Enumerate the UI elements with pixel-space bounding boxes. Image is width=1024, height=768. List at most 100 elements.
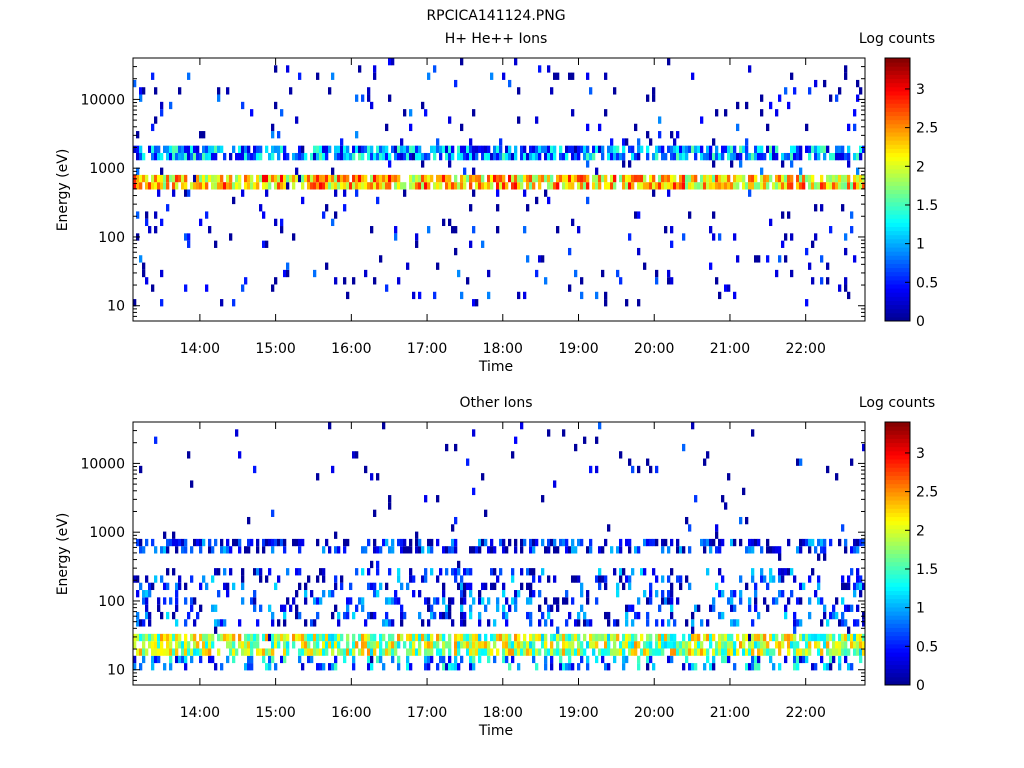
heatmap-cell	[433, 597, 437, 605]
heatmap-cell	[556, 226, 560, 234]
heatmap-cell	[196, 648, 200, 656]
heatmap-cell	[367, 655, 371, 664]
heatmap-cell	[220, 174, 224, 183]
heatmap-cell	[769, 633, 773, 642]
heatmap-cell	[700, 174, 704, 183]
heatmap-cell	[196, 641, 200, 649]
heatmap-cell	[307, 648, 311, 656]
heatmap-cell	[619, 648, 623, 656]
x-tick-label: 14:00	[180, 705, 220, 721]
heatmap-cell	[715, 174, 719, 183]
heatmap-cell	[862, 641, 866, 649]
heatmap-cell	[481, 473, 485, 481]
heatmap-cell	[319, 568, 323, 576]
heatmap-cell	[550, 633, 554, 642]
heatmap-cell	[427, 546, 431, 554]
heatmap-cell	[514, 546, 518, 554]
heatmap-cell	[193, 633, 197, 642]
heatmap-cell	[730, 182, 734, 190]
heatmap-cell	[385, 145, 389, 153]
heatmap-cell	[721, 152, 725, 161]
heatmap-cell	[373, 182, 377, 190]
heatmap-cell	[646, 633, 650, 642]
heatmap-cell	[757, 182, 761, 190]
heatmap-cell	[448, 145, 452, 153]
heatmap-cell	[154, 226, 158, 234]
heatmap-cell	[811, 145, 815, 153]
heatmap-cell	[265, 240, 269, 248]
heatmap-cell	[550, 87, 554, 95]
heatmap-cell	[568, 182, 572, 190]
heatmap-cell	[208, 174, 212, 183]
heatmap-cell	[211, 182, 215, 190]
heatmap-cell	[814, 79, 818, 88]
heatmap-cell	[586, 663, 590, 671]
x-axis: 14:00 15:00 16:00 17:00 18:00 19:00 20:00 21:00…	[180, 58, 826, 357]
heatmap-cell	[769, 174, 773, 183]
heatmap-cell	[469, 204, 473, 212]
heatmap-cell	[193, 597, 197, 605]
heatmap-cell	[199, 538, 203, 547]
heatmap-cell	[631, 174, 635, 183]
heatmap-cell	[316, 633, 320, 642]
colorbar-segment	[885, 210, 910, 215]
heatmap-cell	[187, 72, 191, 80]
heatmap-cell	[703, 182, 707, 190]
heatmap-cell	[142, 641, 146, 649]
heatmap-cell	[337, 182, 341, 190]
heatmap-cell	[559, 538, 563, 547]
heatmap-cell	[286, 65, 290, 73]
heatmap-cell	[355, 174, 359, 183]
colorbar-segment	[885, 532, 910, 538]
heatmap-cell	[139, 633, 143, 642]
heatmap-cell	[505, 182, 509, 190]
heatmap-cell	[793, 655, 797, 664]
heatmap-cell	[823, 79, 827, 88]
heatmap-cell	[589, 633, 593, 642]
heatmap-cell	[715, 648, 719, 656]
heatmap-cell	[469, 568, 473, 576]
heatmap-cell	[274, 174, 278, 183]
heatmap-cell	[343, 648, 347, 656]
heatmap-cell	[181, 145, 185, 153]
heatmap-cell	[502, 641, 506, 649]
heatmap-cell	[421, 182, 425, 190]
colorbar-segment	[885, 520, 910, 526]
heatmap-cell	[301, 196, 305, 205]
heatmap-cell	[277, 182, 281, 190]
heatmap-cell	[787, 568, 791, 576]
heatmap-cell	[280, 538, 284, 547]
heatmap-cell	[508, 604, 512, 612]
heatmap-cell	[604, 174, 608, 183]
heatmap-cell	[439, 633, 443, 642]
heatmap-cell	[334, 655, 338, 664]
heatmap-cell	[406, 546, 410, 554]
heatmap-cell	[631, 619, 635, 627]
heatmap-cell	[841, 582, 845, 591]
heatmap-cell	[667, 145, 671, 153]
heatmap-cell	[283, 619, 287, 627]
heatmap-cell	[148, 619, 152, 627]
heatmap-cell	[382, 422, 386, 430]
heatmap-cell	[628, 174, 632, 183]
heatmap-cell	[412, 152, 416, 161]
heatmap-cell	[844, 641, 848, 649]
heatmap-cell	[508, 633, 512, 642]
panel-title: Other Ions	[459, 395, 532, 411]
heatmap-cell	[520, 145, 524, 153]
heatmap-cell	[766, 538, 770, 547]
heatmap-cell	[655, 648, 659, 656]
heatmap-cell	[538, 145, 542, 153]
y-tick-label: 10000	[80, 456, 125, 472]
heatmap-cell	[574, 575, 578, 583]
heatmap-cell	[412, 174, 416, 183]
heatmap-cell	[340, 174, 344, 183]
heatmap-cell	[367, 633, 371, 642]
heatmap-cell	[310, 182, 314, 190]
heatmap-cell	[544, 633, 548, 642]
heatmap-cell	[670, 277, 674, 285]
heatmap-cell	[733, 174, 737, 183]
heatmap-cell	[571, 597, 575, 605]
heatmap-cell	[760, 109, 764, 117]
heatmap-cell	[310, 633, 314, 642]
